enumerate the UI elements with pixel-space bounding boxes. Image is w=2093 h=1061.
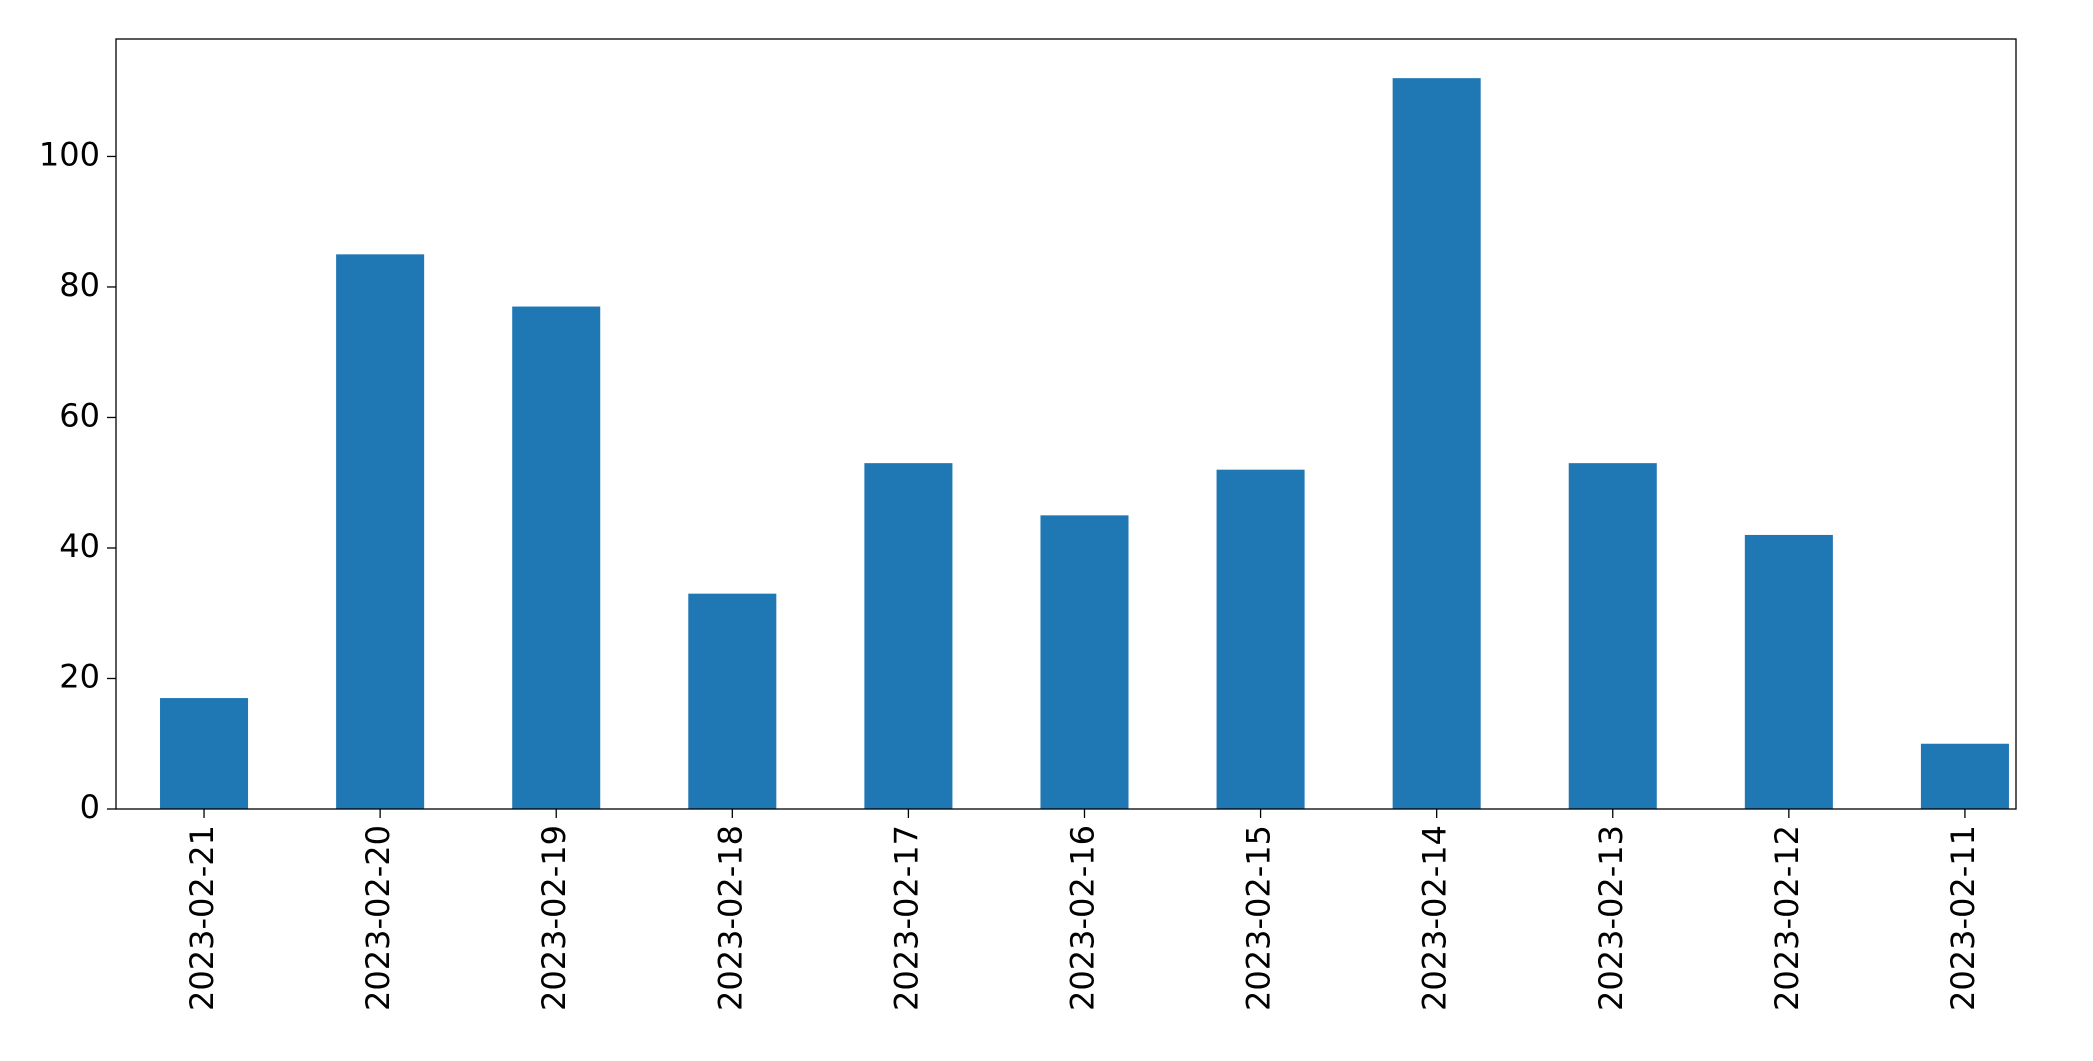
bar <box>1744 534 1833 809</box>
bar <box>512 306 601 809</box>
y-tick-label: 40 <box>59 527 100 565</box>
x-tick-label: 2023-02-20 <box>359 825 397 1011</box>
x-tick-label: 2023-02-18 <box>711 825 749 1011</box>
y-tick-label: 100 <box>39 135 100 173</box>
y-tick-label: 0 <box>80 788 100 826</box>
bar <box>1568 463 1657 809</box>
x-tick-label: 2023-02-15 <box>1240 825 1278 1011</box>
bar <box>336 254 425 809</box>
y-tick-label: 80 <box>59 266 100 304</box>
x-tick-label: 2023-02-14 <box>1416 825 1454 1011</box>
x-tick-label: 2023-02-16 <box>1063 825 1101 1011</box>
plot-frame <box>115 38 2017 810</box>
bar <box>1040 515 1129 809</box>
y-tick-label: 20 <box>59 657 100 695</box>
x-tick-label: 2023-02-11 <box>1944 825 1982 1011</box>
x-tick-label: 2023-02-12 <box>1768 825 1806 1011</box>
bar <box>1392 78 1481 810</box>
x-tick-label: 2023-02-17 <box>887 825 925 1011</box>
x-tick-label: 2023-02-19 <box>535 825 573 1011</box>
y-tick-label: 60 <box>59 396 100 434</box>
bar <box>1920 743 2009 809</box>
x-tick-label: 2023-02-13 <box>1592 825 1630 1011</box>
bar <box>1216 469 1305 809</box>
x-tick-label: 2023-02-21 <box>183 825 221 1011</box>
bar <box>688 593 777 809</box>
bar <box>864 463 953 809</box>
bar <box>160 698 249 809</box>
